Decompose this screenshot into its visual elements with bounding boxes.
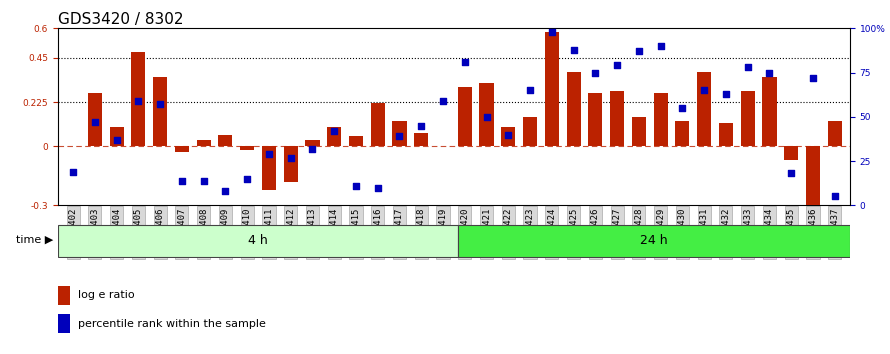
Point: [131, 98, 145, 104]
Point: [240, 176, 255, 182]
Point: [632, 48, 646, 54]
Bar: [588, 93, 603, 146]
Point: [676, 105, 690, 111]
Bar: [632, 117, 646, 146]
Bar: [545, 32, 559, 146]
Bar: [109, 127, 124, 146]
Point: [480, 114, 494, 120]
Bar: [740, 91, 755, 146]
Bar: [610, 91, 624, 146]
Bar: [763, 78, 776, 146]
Point: [545, 29, 559, 35]
Bar: [284, 146, 298, 182]
Bar: [719, 123, 733, 146]
Point: [588, 70, 603, 75]
Text: 4 h: 4 h: [248, 234, 268, 246]
Point: [805, 75, 820, 81]
Point: [610, 63, 624, 68]
Point: [174, 178, 189, 183]
Point: [457, 59, 472, 65]
Bar: [58, 314, 69, 333]
Text: log e ratio: log e ratio: [77, 290, 134, 300]
Point: [305, 146, 320, 152]
Bar: [501, 127, 515, 146]
Point: [697, 87, 711, 93]
Point: [784, 171, 798, 176]
Bar: [784, 146, 798, 160]
Point: [653, 43, 668, 49]
Bar: [414, 132, 428, 146]
Point: [349, 183, 363, 189]
Bar: [132, 52, 145, 146]
Point: [523, 87, 538, 93]
Point: [284, 155, 298, 160]
Bar: [328, 127, 341, 146]
Bar: [697, 72, 711, 146]
Point: [740, 64, 755, 70]
Point: [436, 98, 450, 104]
Point: [109, 137, 124, 143]
Bar: [153, 78, 167, 146]
Point: [763, 70, 777, 75]
Point: [66, 169, 80, 175]
Point: [828, 194, 842, 199]
Bar: [58, 225, 458, 257]
Point: [370, 185, 384, 190]
Bar: [805, 146, 820, 215]
Bar: [480, 84, 494, 146]
Text: time ▶: time ▶: [16, 235, 53, 245]
Point: [566, 47, 580, 52]
Bar: [567, 72, 580, 146]
Bar: [392, 121, 407, 146]
Point: [218, 188, 232, 194]
Point: [501, 132, 515, 137]
Point: [88, 119, 102, 125]
Bar: [58, 286, 69, 305]
Bar: [262, 146, 276, 190]
Bar: [676, 121, 690, 146]
Point: [392, 133, 407, 139]
Point: [262, 151, 276, 157]
Text: GDS3420 / 8302: GDS3420 / 8302: [58, 12, 183, 27]
Bar: [653, 93, 668, 146]
Text: percentile rank within the sample: percentile rank within the sample: [77, 319, 265, 329]
Bar: [88, 93, 102, 146]
Bar: [197, 141, 211, 146]
Point: [328, 128, 342, 134]
Point: [153, 102, 167, 107]
Text: 24 h: 24 h: [640, 234, 668, 246]
Bar: [218, 135, 232, 146]
Bar: [305, 141, 320, 146]
Point: [197, 178, 211, 183]
Bar: [349, 137, 363, 146]
Point: [719, 91, 733, 97]
Bar: [240, 146, 255, 150]
Bar: [828, 121, 842, 146]
Bar: [523, 117, 538, 146]
Bar: [457, 87, 472, 146]
Bar: [370, 103, 384, 146]
Bar: [458, 225, 850, 257]
Point: [414, 123, 428, 129]
Bar: [174, 146, 189, 152]
